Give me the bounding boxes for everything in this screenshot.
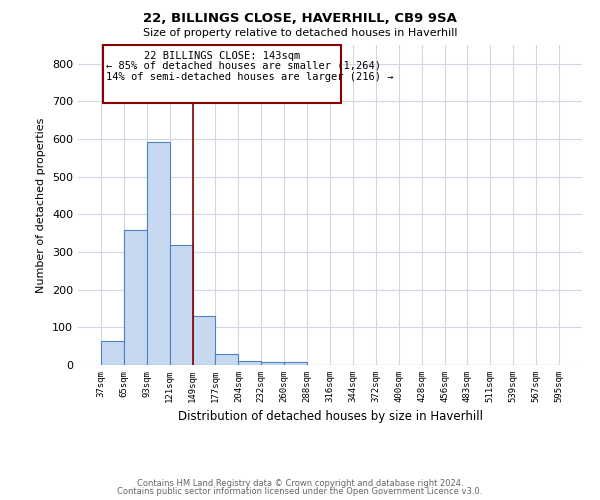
Bar (193, 316, 215, 365)
Text: 22 BILLINGS CLOSE: 143sqm: 22 BILLINGS CLOSE: 143sqm (144, 50, 300, 60)
Bar (124, 230, 147, 365)
FancyBboxPatch shape (103, 45, 341, 104)
X-axis label: Distribution of detached houses by size in Haverhill: Distribution of detached houses by size … (178, 410, 482, 424)
Bar (170, 244, 193, 365)
Y-axis label: Number of detached properties: Number of detached properties (37, 118, 46, 292)
Bar (261, 362, 284, 365)
Text: 22, BILLINGS CLOSE, HAVERHILL, CB9 9SA: 22, BILLINGS CLOSE, HAVERHILL, CB9 9SA (143, 12, 457, 26)
Bar (238, 361, 261, 365)
Bar (284, 362, 307, 365)
Text: Contains HM Land Registry data © Crown copyright and database right 2024.: Contains HM Land Registry data © Crown c… (137, 478, 463, 488)
Bar (101, 340, 124, 365)
Text: 14% of semi-detached houses are larger (216) →: 14% of semi-detached houses are larger (… (106, 72, 394, 82)
Text: Size of property relative to detached houses in Haverhill: Size of property relative to detached ho… (143, 28, 457, 38)
Bar (215, 354, 238, 365)
Text: Contains public sector information licensed under the Open Government Licence v3: Contains public sector information licen… (118, 487, 482, 496)
Text: ← 85% of detached houses are smaller (1,264): ← 85% of detached houses are smaller (1,… (106, 60, 381, 70)
Bar (147, 142, 170, 365)
